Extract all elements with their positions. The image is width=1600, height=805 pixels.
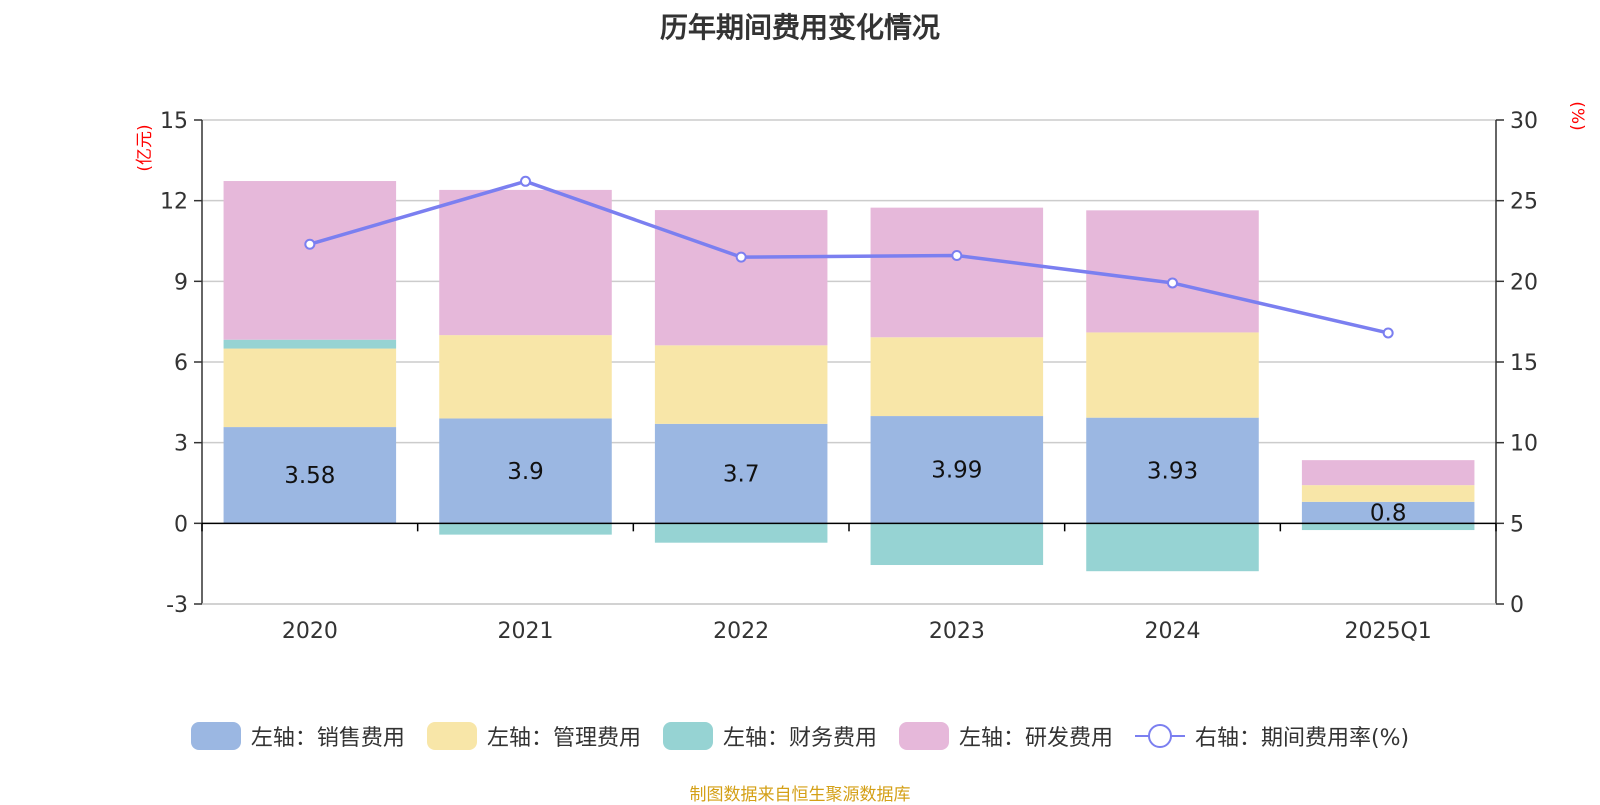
x-axis-tick-label: 2020 <box>282 619 338 644</box>
right-axis-tick-label: 10 <box>1510 432 1538 457</box>
legend-label-rate: 右轴：期间费用率(%) <box>1194 726 1410 751</box>
legend-item-sales[interactable]: 左轴：销售费用 <box>190 720 405 752</box>
sales-data-label: 0.8 <box>1370 501 1407 527</box>
legend-item-admin[interactable]: 左轴：管理费用 <box>426 720 641 752</box>
legend-swatch-rd <box>898 722 949 750</box>
left-axis-unit-label: (亿元) <box>135 124 155 171</box>
bar-sales <box>223 427 397 524</box>
right-axis-tick-label: 30 <box>1510 109 1538 134</box>
chart-svg: -3 0 3 6 9 12 15 0 5 10 15 20 25 30 (亿元) (%) 2020 2021 202… <box>135 101 1587 644</box>
legend-line-marker-icon <box>1134 722 1185 750</box>
left-axis-tick-label: 3 <box>174 432 188 457</box>
source-note: 制图数据来自恒生聚源数据库 <box>689 785 911 805</box>
rate-line-point <box>1167 277 1178 289</box>
bar-rd <box>870 207 1044 338</box>
bar-sales <box>654 423 828 524</box>
right-axis-tick-label: 20 <box>1510 270 1538 295</box>
left-axis-tick-label: 9 <box>174 270 188 295</box>
bar-rd <box>654 210 828 346</box>
legend-swatch-sales <box>190 722 241 750</box>
bars <box>223 181 1475 572</box>
data-labels: 3.58 3.9 3.7 3.99 3.93 0.8 <box>284 458 1406 527</box>
rate-line-path <box>309 179 1389 335</box>
bar-finance <box>1086 523 1259 572</box>
axes: -3 0 3 6 9 12 15 0 5 10 15 20 25 30 (亿元) (%) 2020 2021 202… <box>135 101 1587 644</box>
right-axis-unit-label: (%) <box>1567 101 1587 130</box>
legend-label-rd: 左轴：研发费用 <box>958 726 1113 751</box>
right-axis-tick-label: 25 <box>1510 190 1538 215</box>
right-axis-tick-label: 5 <box>1510 512 1524 537</box>
legend-label-finance: 左轴：财务费用 <box>722 726 877 751</box>
legend-label-admin: 左轴：管理费用 <box>486 726 641 751</box>
sales-data-label: 3.58 <box>284 463 335 489</box>
rate-line-point <box>520 175 531 187</box>
bar-rd <box>1301 460 1475 486</box>
bar-finance <box>223 339 397 349</box>
legend: 左轴：销售费用 左轴：管理费用 左轴：财务费用 左轴：研发费用 右轴：期间费用率… <box>0 718 1600 754</box>
rate-line-point <box>735 251 747 263</box>
bar-rd <box>1086 210 1259 333</box>
x-axis-tick-label: 2025Q1 <box>1345 619 1432 644</box>
x-axis-tick-label: 2022 <box>713 619 769 644</box>
sales-data-label: 3.99 <box>931 458 982 484</box>
legend-label-sales: 左轴：销售费用 <box>250 726 405 751</box>
bar-admin <box>654 345 828 424</box>
rate-line-point <box>951 250 963 262</box>
left-axis-tick-label: 12 <box>160 190 188 215</box>
bar-admin <box>1086 332 1259 418</box>
legend-swatch-finance <box>662 722 713 750</box>
left-axis-tick-label: 15 <box>160 109 188 134</box>
bar-sales <box>1086 417 1259 524</box>
bar-finance <box>870 523 1044 566</box>
rate-line-point <box>304 238 316 250</box>
sales-data-label: 3.93 <box>1147 458 1198 484</box>
bar-sales <box>870 416 1044 524</box>
chart-title: 历年期间费用变化情况 <box>659 11 940 44</box>
x-axis-tick-label: 2024 <box>1145 619 1201 644</box>
legend-swatch-admin <box>426 722 477 750</box>
right-axis-tick-label: 0 <box>1510 593 1524 618</box>
bar-admin <box>223 348 397 428</box>
rate-line <box>304 175 1394 339</box>
x-axis-tick-label: 2021 <box>498 619 554 644</box>
bar-admin <box>1301 485 1475 502</box>
left-axis-tick-label: 0 <box>174 512 188 537</box>
bar-admin <box>439 335 612 419</box>
bar-rd <box>439 189 612 336</box>
x-axis-tick-label: 2023 <box>929 619 985 644</box>
left-axis-tick-label: -3 <box>166 593 188 618</box>
legend-item-rd[interactable]: 左轴：研发费用 <box>898 720 1113 752</box>
sales-data-label: 3.9 <box>507 459 544 485</box>
bar-finance <box>1301 523 1475 531</box>
bar-finance <box>654 523 828 543</box>
bar-sales <box>439 418 612 524</box>
right-axis-tick-label: 15 <box>1510 351 1538 376</box>
legend-item-finance[interactable]: 左轴：财务费用 <box>662 720 877 752</box>
bar-rd <box>223 181 397 340</box>
bar-finance <box>439 523 612 535</box>
bar-admin <box>870 337 1044 417</box>
sales-data-label: 3.7 <box>723 462 760 488</box>
rate-line-point <box>1382 327 1394 339</box>
left-axis-tick-label: 6 <box>174 351 188 376</box>
legend-item-rate[interactable]: 右轴：期间费用率(%) <box>1134 720 1410 752</box>
bar-sales <box>1301 501 1475 524</box>
